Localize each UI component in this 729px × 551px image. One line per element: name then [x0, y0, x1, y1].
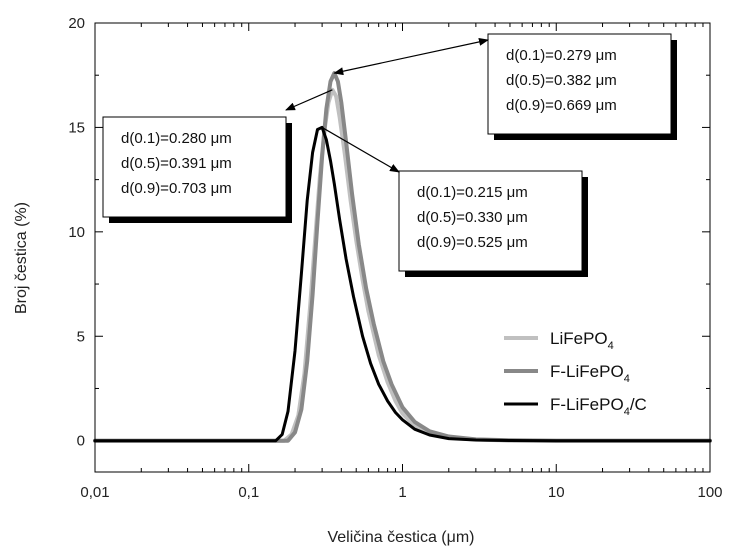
- annotation-line: d(0.1)=0.280 μm: [121, 130, 232, 147]
- annotation-arrow: [321, 126, 400, 173]
- annotation-line: d(0.5)=0.382 μm: [506, 72, 617, 89]
- annotations: d(0.1)=0.279 μm d(0.5)=0.382 μm d(0.9)=0.6…: [102, 33, 677, 277]
- series-line-f-lifepo4-c: [93, 125, 712, 443]
- y-tick-label: 20: [68, 15, 85, 32]
- y-tick-label: 15: [68, 119, 85, 136]
- x-tick-label: 10: [548, 484, 565, 501]
- axes: 0,01 0,1 1 10 100 0 5 10 15 20: [68, 15, 722, 501]
- annotation-box-lifepo4: d(0.1)=0.280 μm d(0.5)=0.391 μm d(0.9)=0.7…: [102, 89, 333, 223]
- y-tick-label: 0: [77, 433, 85, 450]
- annotation-arrow: [285, 89, 333, 111]
- annotation-line: d(0.5)=0.391 μm: [121, 155, 232, 172]
- x-tick-label: 1: [398, 484, 406, 501]
- annotation-box-f-lifepo4-c: d(0.1)=0.215 μm d(0.5)=0.330 μm d(0.9)=0.5…: [321, 126, 588, 277]
- legend-label-lifepo4: LiFePO4: [550, 329, 614, 352]
- annotation-line: d(0.1)=0.215 μm: [417, 184, 528, 201]
- x-tick-label: 0,1: [238, 484, 259, 501]
- x-tick-label: 100: [697, 484, 722, 501]
- x-axis-title: Veličina čestica (μm): [327, 529, 474, 546]
- y-tick-label: 5: [77, 328, 85, 345]
- annotation-box: [102, 116, 287, 218]
- legend: LiFePO4 F-LiFePO4 F-LiFePO4/C: [504, 329, 647, 418]
- y-axis-title: Broj čestica (%): [13, 202, 30, 314]
- plot-area: [93, 71, 712, 443]
- annotation-line: d(0.9)=0.669 μm: [506, 97, 617, 114]
- annotation-arrow: [333, 37, 489, 76]
- legend-label-f-lifepo4: F-LiFePO4: [550, 362, 630, 385]
- annotation-box-f-lifepo4: d(0.1)=0.279 μm d(0.5)=0.382 μm d(0.9)=0.6…: [333, 33, 677, 140]
- x-tick-label: 0,01: [80, 484, 109, 501]
- annotation-line: d(0.1)=0.279 μm: [506, 47, 617, 64]
- y-tick-label: 10: [68, 224, 85, 241]
- annotation-box: [398, 170, 583, 272]
- annotation-line: d(0.9)=0.525 μm: [417, 234, 528, 251]
- legend-label-f-lifepo4-c: F-LiFePO4/C: [550, 395, 647, 418]
- annotation-box: [487, 33, 672, 135]
- annotation-line: d(0.9)=0.703 μm: [121, 180, 232, 197]
- series-line-f-lifepo4: [93, 71, 712, 443]
- annotation-line: d(0.5)=0.330 μm: [417, 209, 528, 226]
